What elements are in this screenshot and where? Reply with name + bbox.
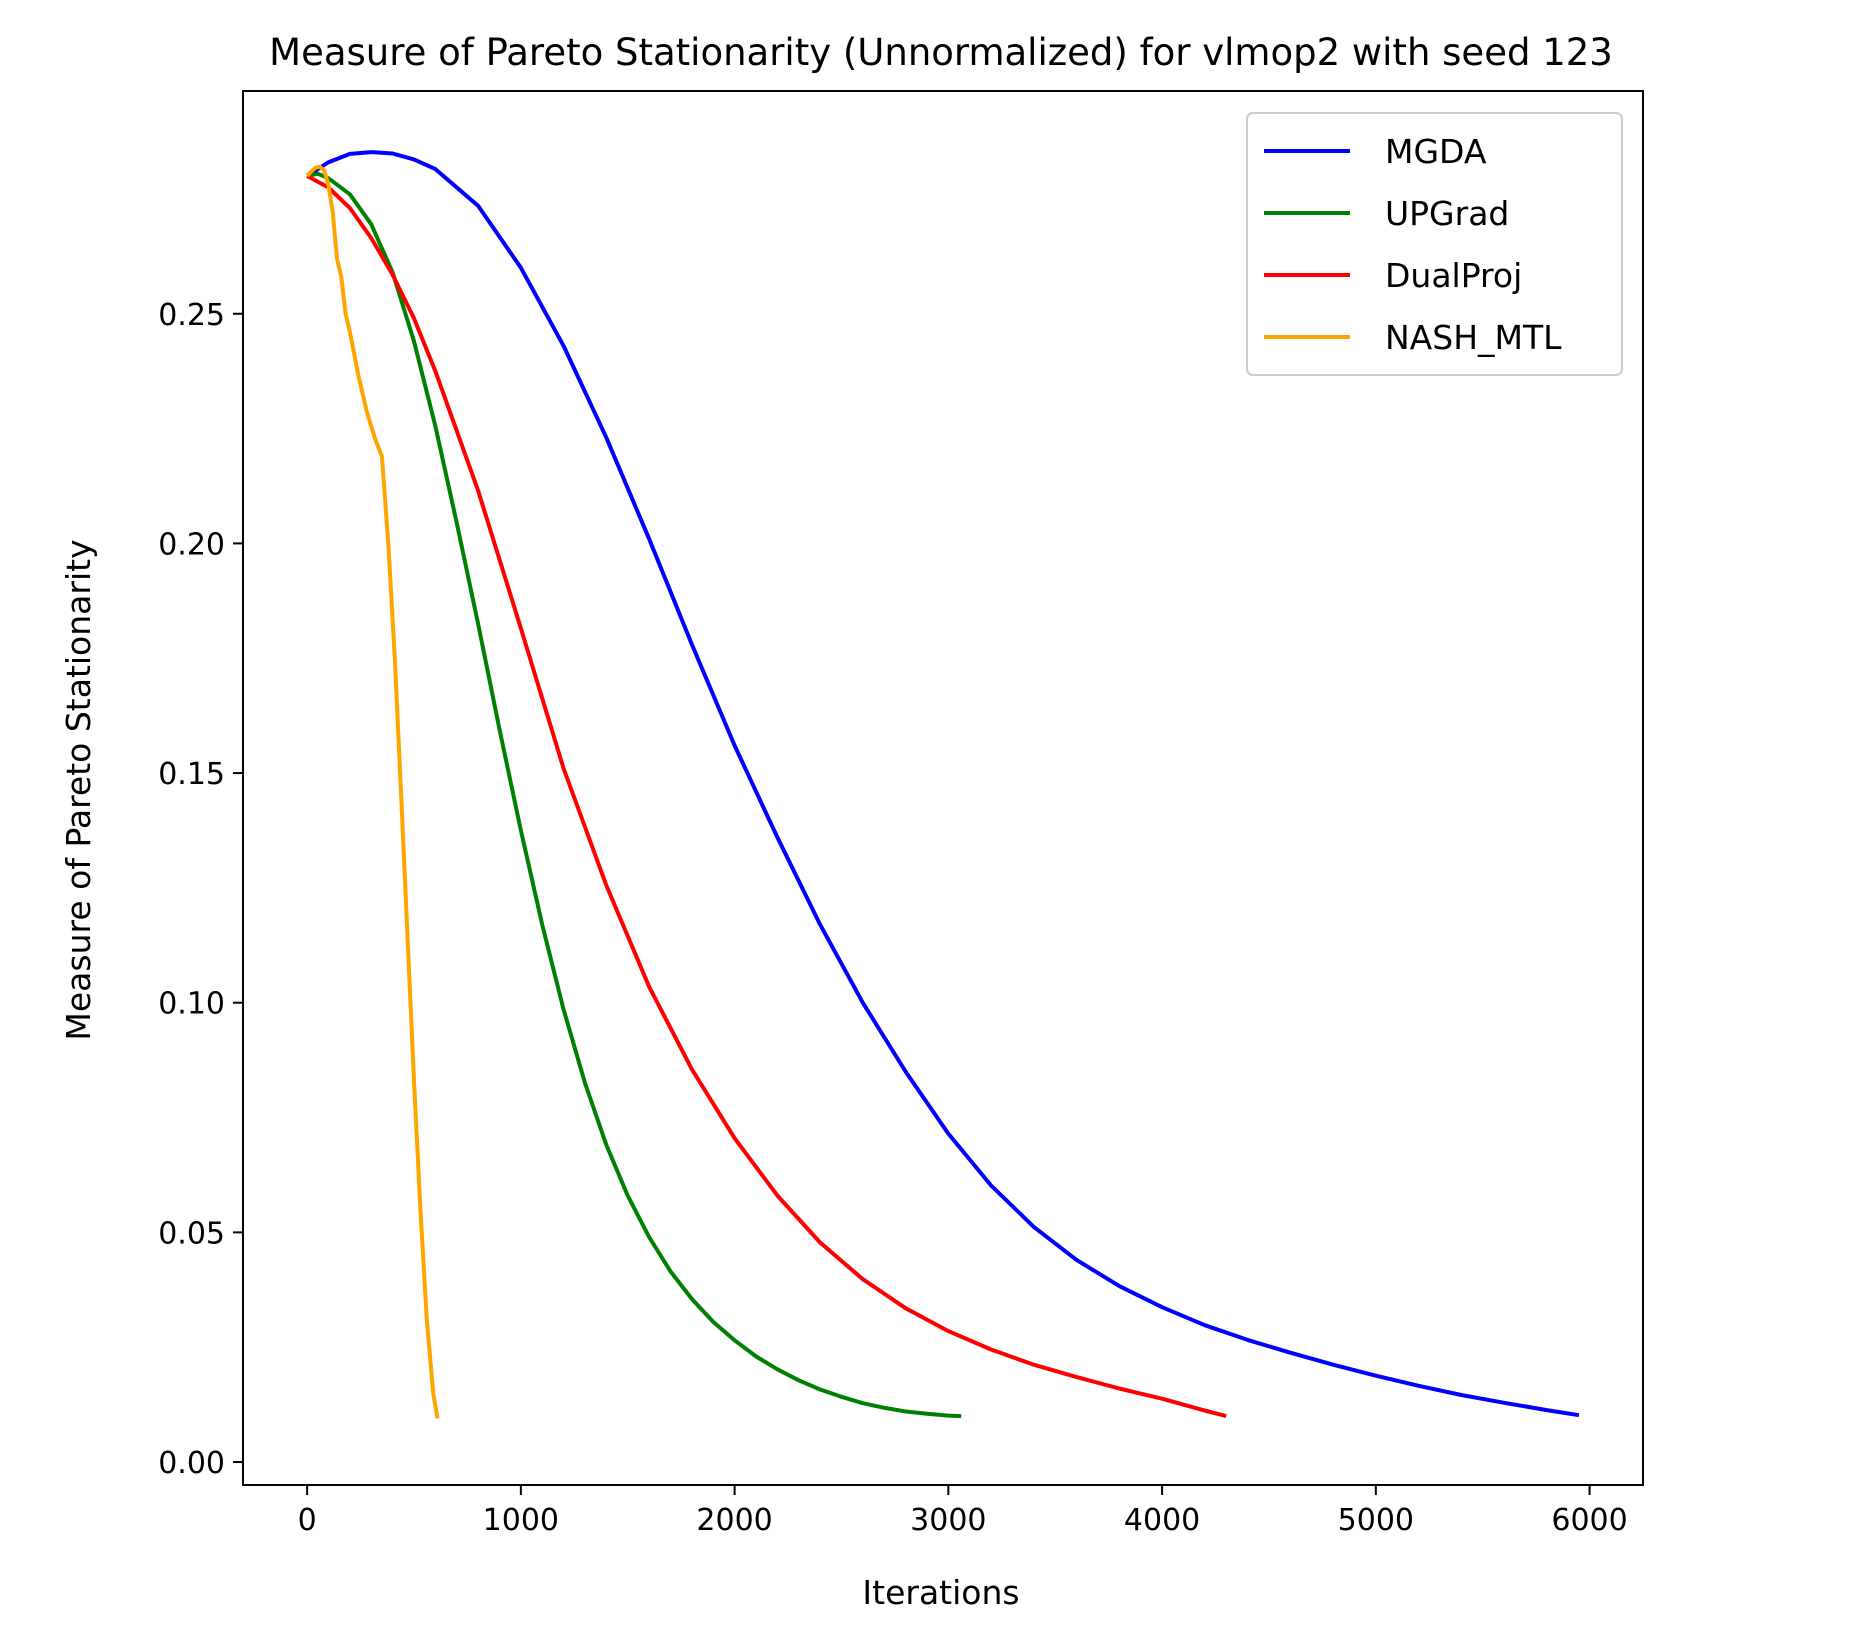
- x-axis: 0 1000 2000 3000 4000 5000 6000: [298, 1485, 1628, 1538]
- x-tick-label: 0: [298, 1503, 317, 1538]
- legend: MGDA UPGrad DualProj NASH_MTL: [1246, 112, 1623, 376]
- y-axis: 0.00 0.05 0.10 0.15 0.20 0.25: [158, 298, 243, 1481]
- y-tick-label: 0.15: [158, 757, 225, 792]
- legend-label-upgrad: UPGrad: [1385, 194, 1509, 233]
- x-tick-label: 2000: [696, 1503, 772, 1538]
- legend-label-nash-mtl: NASH_MTL: [1385, 318, 1562, 357]
- y-axis-label: Measure of Pareto Stationarity: [59, 539, 98, 1040]
- y-tick-label: 0.10: [158, 987, 225, 1022]
- series-line-upgrad: [306, 171, 962, 1419]
- chart-title: Measure of Pareto Stationarity (Unnormal…: [269, 31, 1613, 74]
- plot-area: [242, 90, 1644, 1486]
- series-line-nash-mtl: [305, 164, 440, 1419]
- x-axis-label: Iterations: [862, 1573, 1019, 1612]
- x-tick-label: 5000: [1338, 1503, 1414, 1538]
- y-tick-label: 0.25: [158, 298, 225, 333]
- y-tick-label: 0.05: [158, 1216, 225, 1251]
- legend-label-mgda: MGDA: [1385, 132, 1487, 171]
- x-tick-label: 3000: [910, 1503, 986, 1538]
- x-tick-label: 4000: [1124, 1503, 1200, 1538]
- x-tick-label: 1000: [483, 1503, 559, 1538]
- x-tick-label: 6000: [1551, 1503, 1627, 1538]
- legend-box: [1246, 112, 1623, 376]
- legend-label-dualproj: DualProj: [1385, 256, 1522, 295]
- plot-frame: [242, 90, 1644, 1486]
- series-line-dualproj: [306, 174, 1227, 1419]
- series-line-mgda: [306, 150, 1580, 1418]
- series-layer: [305, 150, 1580, 1419]
- y-tick-label: 0.00: [158, 1446, 225, 1481]
- y-tick-label: 0.20: [158, 527, 225, 562]
